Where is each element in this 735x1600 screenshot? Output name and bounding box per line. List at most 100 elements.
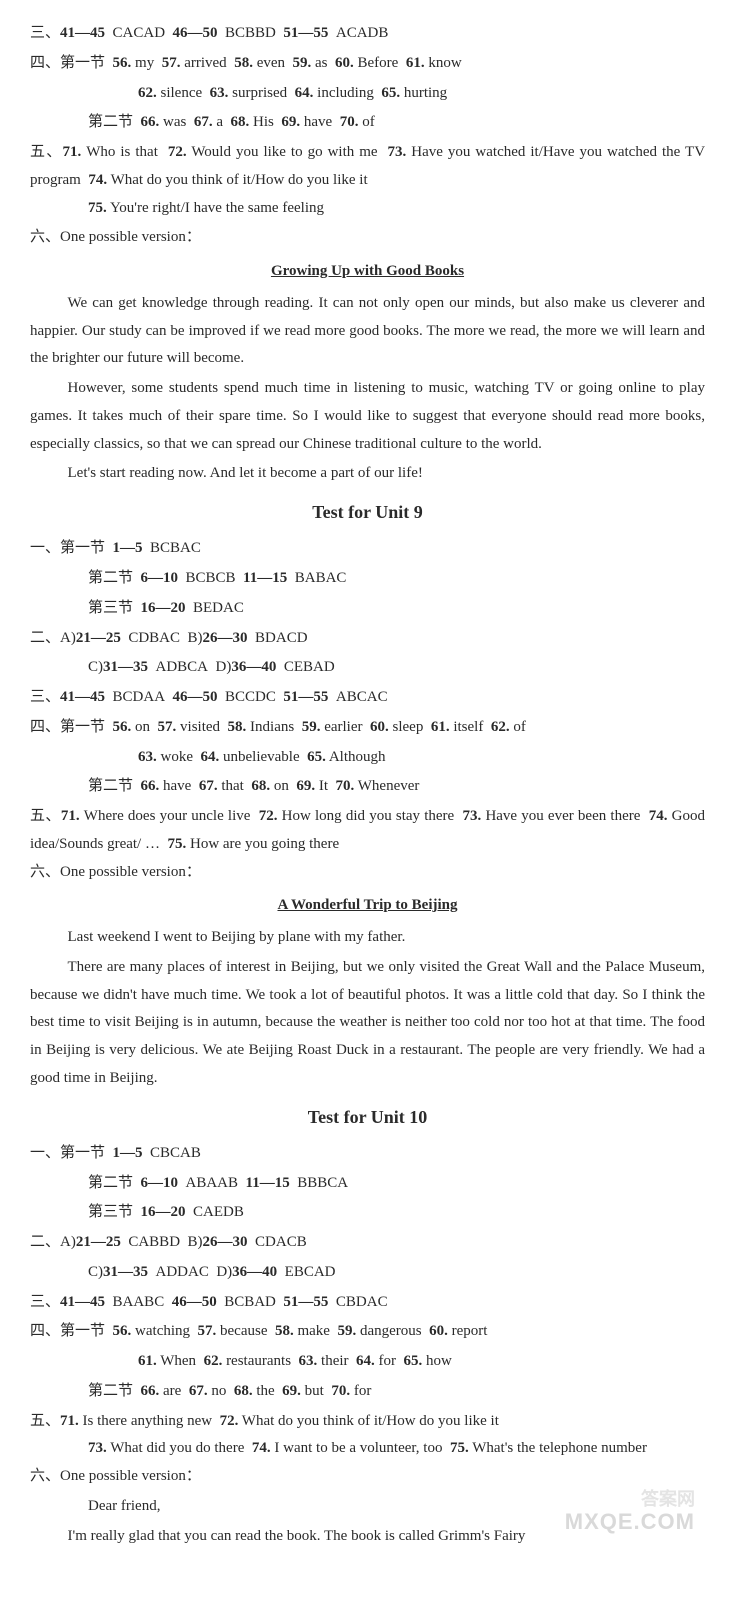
- range: 41—45: [60, 689, 105, 705]
- ans: CDACB: [255, 1234, 307, 1250]
- n: 66.: [141, 1383, 160, 1399]
- grp: C): [88, 1264, 103, 1280]
- ans: BABAC: [295, 570, 347, 586]
- label: 四、: [30, 1323, 60, 1339]
- n: 67.: [199, 778, 218, 794]
- t: was: [163, 114, 186, 130]
- n: 62.: [204, 1353, 223, 1369]
- t: woke: [161, 749, 194, 765]
- n: 59.: [293, 55, 312, 71]
- u8-s4-p1-line1: 四、第一节 56. my 57. arrived 58. even 59. as…: [30, 50, 705, 78]
- n: 65.: [307, 749, 326, 765]
- range: 31—35: [103, 1264, 148, 1280]
- u9-s4-p1-line2: 63. woke 64. unbelievable 65. Although: [30, 744, 705, 772]
- t: Whenever: [358, 778, 420, 794]
- sublabel: 第三节: [88, 600, 133, 616]
- n: 69.: [296, 778, 315, 794]
- n: 64.: [295, 85, 314, 101]
- sublabel: 第二节: [88, 1383, 133, 1399]
- label: 一、: [30, 1145, 60, 1161]
- label: 五、: [30, 808, 61, 824]
- range: 41—45: [60, 1294, 105, 1310]
- n: 72.: [220, 1413, 239, 1429]
- t: even: [257, 55, 285, 71]
- ans: CAEDB: [193, 1204, 244, 1220]
- u9-s4-p2: 第二节 66. have 67. that 68. on 69. It 70. …: [30, 773, 705, 801]
- ans: BCBAC: [150, 540, 201, 556]
- t: their: [321, 1353, 349, 1369]
- n: 70.: [336, 778, 355, 794]
- n: 71.: [60, 1413, 79, 1429]
- range: 11—15: [246, 1175, 290, 1191]
- ans: ABCAC: [336, 689, 388, 705]
- sublabel: 第一节: [60, 55, 105, 71]
- t: know: [428, 55, 461, 71]
- range: 1—5: [113, 1145, 143, 1161]
- t: Who is that: [86, 144, 158, 160]
- range: 16—20: [141, 600, 186, 616]
- t: Indians: [250, 719, 294, 735]
- u8-s5-line3: 75. You're right/I have the same feeling: [30, 195, 705, 223]
- range: 21—25: [76, 630, 121, 646]
- t: my: [135, 55, 154, 71]
- u10-greeting: Dear friend,: [30, 1493, 705, 1521]
- grp: D): [216, 659, 232, 675]
- n: 59.: [337, 1323, 356, 1339]
- t: Is there anything new: [83, 1413, 213, 1429]
- t: make: [297, 1323, 329, 1339]
- n: 68.: [234, 1383, 253, 1399]
- range: 46—50: [172, 1294, 217, 1310]
- n: 57.: [198, 1323, 217, 1339]
- u9-essay-p2: There are many places of interest in Bei…: [30, 954, 705, 1093]
- range: 16—20: [141, 1204, 186, 1220]
- n: 75.: [167, 836, 186, 852]
- u9-s4-p1-line1: 四、第一节 56. on 57. visited 58. Indians 59.…: [30, 714, 705, 742]
- n: 62.: [138, 85, 157, 101]
- ans: BCDAA: [113, 689, 166, 705]
- ans: BBBCA: [297, 1175, 348, 1191]
- n: 57.: [158, 719, 177, 735]
- t: unbelievable: [223, 749, 300, 765]
- t: have: [163, 778, 191, 794]
- n: 60.: [429, 1323, 448, 1339]
- u10-heading: Test for Unit 10: [30, 1101, 705, 1134]
- ans: CEBAD: [284, 659, 335, 675]
- range: 41—45: [60, 25, 105, 41]
- sublabel: 第一节: [60, 1145, 105, 1161]
- u9-s5: 五、71. Where does your uncle live 72. How…: [30, 803, 705, 859]
- sublabel: 第一节: [60, 540, 105, 556]
- n: 57.: [162, 55, 181, 71]
- t: What do you think of it/How do you like …: [242, 1413, 499, 1429]
- t: earlier: [324, 719, 362, 735]
- t: It: [319, 778, 328, 794]
- ans: CBCAB: [150, 1145, 201, 1161]
- t: have: [304, 114, 332, 130]
- t: You're right/I have the same feeling: [110, 200, 324, 216]
- u10-s4-p1-line1: 四、第一节 56. watching 57. because 58. make …: [30, 1318, 705, 1346]
- n: 68.: [231, 114, 250, 130]
- t: the: [256, 1383, 274, 1399]
- u9-heading: Test for Unit 9: [30, 496, 705, 529]
- n: 56.: [113, 55, 132, 71]
- ans: CDBAC: [128, 630, 180, 646]
- u10-s1-p1: 一、第一节 1—5 CBCAB: [30, 1140, 705, 1168]
- u9-essay-p1: Last weekend I went to Beijing by plane …: [30, 924, 705, 952]
- t: Although: [329, 749, 386, 765]
- n: 56.: [113, 1323, 132, 1339]
- t: on: [135, 719, 150, 735]
- n: 75.: [450, 1440, 469, 1456]
- t: Would you like to go with me: [191, 144, 377, 160]
- u10-s2-line2: C)31—35 ADDAC D)36—40 EBCAD: [30, 1259, 705, 1287]
- t: as: [315, 55, 328, 71]
- u8-s4-p1-line2: 62. silence 63. surprised 64. including …: [30, 80, 705, 108]
- n: 65.: [381, 85, 400, 101]
- sublabel: 第二节: [88, 570, 133, 586]
- t: itself: [453, 719, 483, 735]
- t: Where does your uncle live: [84, 808, 251, 824]
- n: 74.: [649, 808, 668, 824]
- label: 六、: [30, 1468, 60, 1484]
- label: 五、: [30, 144, 62, 160]
- intro: One possible version：: [60, 229, 201, 245]
- ans: BDACD: [255, 630, 308, 646]
- u8-essay-title: Growing Up with Good Books: [30, 258, 705, 286]
